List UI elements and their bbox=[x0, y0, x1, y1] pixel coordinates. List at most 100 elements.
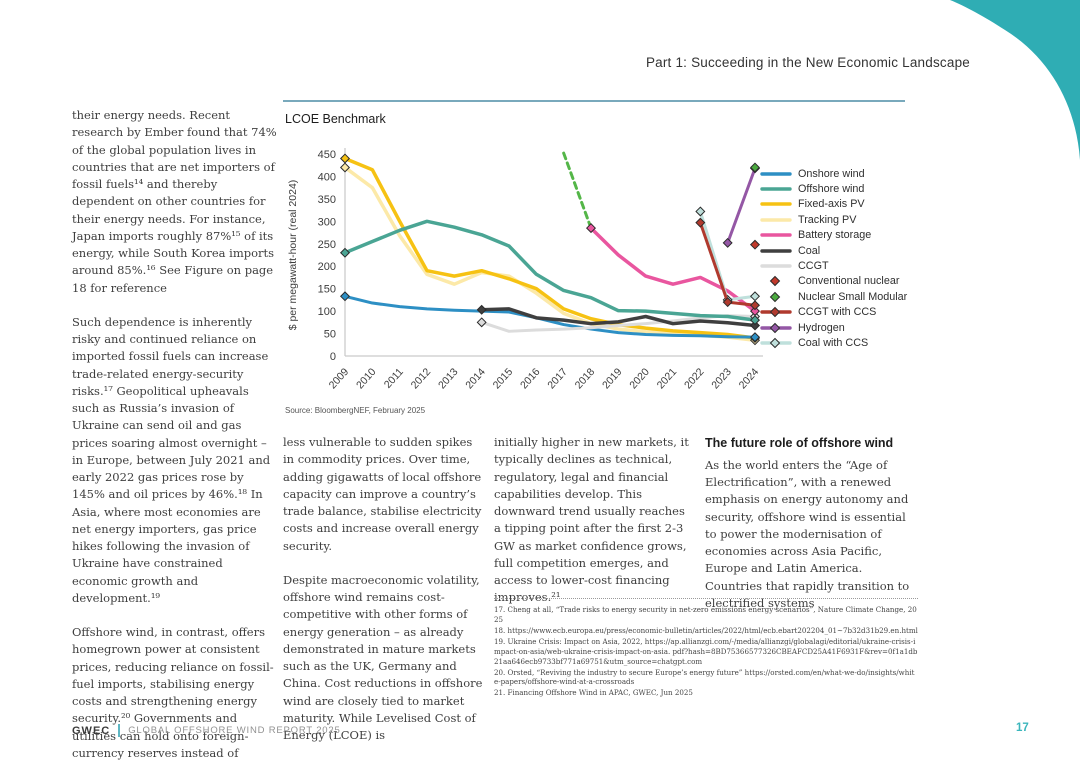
paragraph: initially higher in new markets, it typi… bbox=[494, 435, 689, 605]
y-tick-label: 50 bbox=[324, 329, 336, 341]
data-point-marker bbox=[749, 162, 761, 173]
series-line-coal bbox=[479, 307, 757, 328]
legend-swatch bbox=[760, 264, 792, 268]
footnote: 20. Orsted, “Reviving the industry to se… bbox=[494, 667, 915, 687]
body-column-2: less vulnerable to sudden spikes in comm… bbox=[283, 434, 484, 761]
data-point-marker bbox=[749, 332, 761, 343]
x-tick-label: 2014 bbox=[463, 366, 488, 392]
y-tick-label: 200 bbox=[318, 261, 336, 273]
series-line-battery-storage-estimate-segment bbox=[562, 151, 593, 230]
x-tick-label: 2017 bbox=[545, 366, 570, 392]
y-tick-label: 250 bbox=[318, 239, 336, 251]
x-tick-label: 2022 bbox=[682, 366, 707, 392]
legend-item: Offshore wind bbox=[760, 181, 976, 196]
series-line-battery-storage bbox=[589, 226, 757, 313]
footer-separator bbox=[118, 724, 121, 737]
legend-label: Battery storage bbox=[798, 229, 872, 242]
legend-label: Hydrogen bbox=[798, 321, 845, 334]
legend-item: Onshore wind bbox=[760, 166, 976, 181]
data-point-marker bbox=[749, 239, 761, 250]
legend-item: Battery storage bbox=[760, 228, 976, 243]
data-point-marker bbox=[722, 237, 733, 248]
data-point-marker bbox=[476, 317, 487, 328]
x-tick-label: 2021 bbox=[655, 366, 680, 392]
legend-label: Conventional nuclear bbox=[798, 275, 900, 288]
legend-swatch bbox=[760, 248, 792, 253]
footnote: 19. Ukraine Crisis: Impact on Asia, 2022… bbox=[494, 636, 918, 666]
legend-item: Coal bbox=[760, 243, 976, 258]
chart-title: LCOE Benchmark bbox=[285, 112, 386, 126]
section-title: Part 1: Succeeding in the New Economic L… bbox=[645, 55, 970, 70]
data-point-marker bbox=[749, 306, 761, 317]
legend-swatch bbox=[760, 202, 792, 207]
y-axis-label: $ per megawatt-hour (real 2024) bbox=[287, 180, 299, 331]
footer-brand: GWEC bbox=[72, 724, 111, 737]
legend-swatch bbox=[760, 233, 792, 237]
y-tick-label: 300 bbox=[318, 216, 336, 228]
chart-source: Source: BloombergNEF, February 2025 bbox=[285, 406, 426, 415]
legend-item: Nuclear Small Modular bbox=[761, 289, 976, 304]
x-tick-label: 2020 bbox=[627, 366, 652, 392]
legend-item: Coal with CCS bbox=[760, 335, 976, 350]
legend-label: Fixed-axis PV bbox=[798, 198, 865, 211]
x-tick-label: 2019 bbox=[600, 366, 625, 392]
legend-label: Tracking PV bbox=[798, 213, 857, 226]
legend-item: Tracking PV bbox=[760, 212, 976, 227]
legend-swatch bbox=[769, 291, 781, 303]
data-point-marker bbox=[749, 291, 761, 302]
x-tick-label: 2023 bbox=[709, 366, 734, 392]
legend-label: CCGT with CCS bbox=[798, 306, 877, 319]
legend-label: Coal bbox=[798, 244, 821, 257]
paragraph: their energy needs. Recent research by E… bbox=[72, 108, 277, 295]
legend-swatch bbox=[760, 218, 792, 222]
legend-label: Coal with CCS bbox=[798, 336, 869, 349]
series-line-hydrogen bbox=[726, 166, 757, 245]
series-line-coal-with-ccs bbox=[698, 209, 757, 302]
legend-swatch bbox=[760, 171, 792, 176]
legend-label: CCGT bbox=[798, 260, 829, 273]
data-point-marker bbox=[695, 206, 706, 217]
data-point-marker bbox=[339, 291, 351, 302]
paragraph: Offshore wind, in contrast, offers homeg… bbox=[72, 625, 274, 764]
data-point-marker bbox=[749, 315, 761, 326]
lcoe-chart-block: LCOE Benchmark 0 50 100 150 200 250 300 350 400 4… bbox=[283, 110, 983, 425]
x-tick-label: 2016 bbox=[518, 366, 543, 392]
footnote: 21. Financing Offshore Wind in APAC, GWE… bbox=[494, 688, 693, 698]
x-tick-label: 2013 bbox=[436, 366, 461, 392]
legend-swatch bbox=[760, 306, 792, 318]
legend-swatch bbox=[760, 337, 792, 349]
lcoe-chart: 0 50 100 150 200 250 300 350 400 450 $ per megawat… bbox=[287, 148, 763, 392]
x-tick-label: 2011 bbox=[382, 366, 406, 391]
data-point-marker bbox=[339, 153, 351, 164]
data-point-marker bbox=[339, 247, 351, 258]
x-tick-label: 2012 bbox=[409, 366, 434, 392]
body-column-3: initially higher in new markets, it typi… bbox=[494, 434, 695, 624]
x-tick-label: 2010 bbox=[354, 366, 379, 392]
chart-legend: Onshore wind Offshore wind Fixed-axis PV Tr… bbox=[760, 166, 976, 351]
series-line-fixed-axis-pv bbox=[343, 156, 757, 340]
series-line-onshore-wind bbox=[343, 294, 757, 339]
data-point-marker bbox=[749, 300, 761, 311]
x-tick-label: 2015 bbox=[491, 366, 516, 392]
legend-label: Offshore wind bbox=[798, 183, 865, 196]
legend-item: Fixed-axis PV bbox=[760, 197, 976, 212]
legend-label: Nuclear Small Modular bbox=[798, 290, 908, 303]
footnote: 17. Cheng at all, “Trade risks to energy… bbox=[494, 605, 917, 624]
y-tick-label: 400 bbox=[318, 171, 336, 183]
paragraph: As the world enters the “Age of Electrif… bbox=[705, 457, 910, 610]
legend-swatch bbox=[769, 276, 781, 287]
subsection-heading: The future role of offshore wind bbox=[705, 436, 894, 450]
data-point-marker bbox=[722, 297, 733, 308]
legend-item: CCGT with CCS bbox=[760, 305, 976, 320]
series-line-offshore-wind bbox=[343, 219, 757, 322]
data-point-marker bbox=[585, 223, 597, 234]
body-column-4: The future role of offshore wind As the … bbox=[705, 434, 917, 629]
paragraph: less vulnerable to sudden spikes in comm… bbox=[283, 435, 482, 553]
footnotes: 17. Cheng at all, “Trade risks to energy… bbox=[494, 598, 918, 699]
legend-item: Hydrogen bbox=[760, 320, 976, 335]
corner-accent-shape bbox=[950, 0, 1080, 160]
footnote: 18. https://www.ecb.europa.eu/press/econ… bbox=[494, 625, 918, 635]
y-tick-label: 450 bbox=[318, 149, 336, 161]
paragraph: Despite macroeconomic volatility, offsho… bbox=[283, 572, 483, 742]
